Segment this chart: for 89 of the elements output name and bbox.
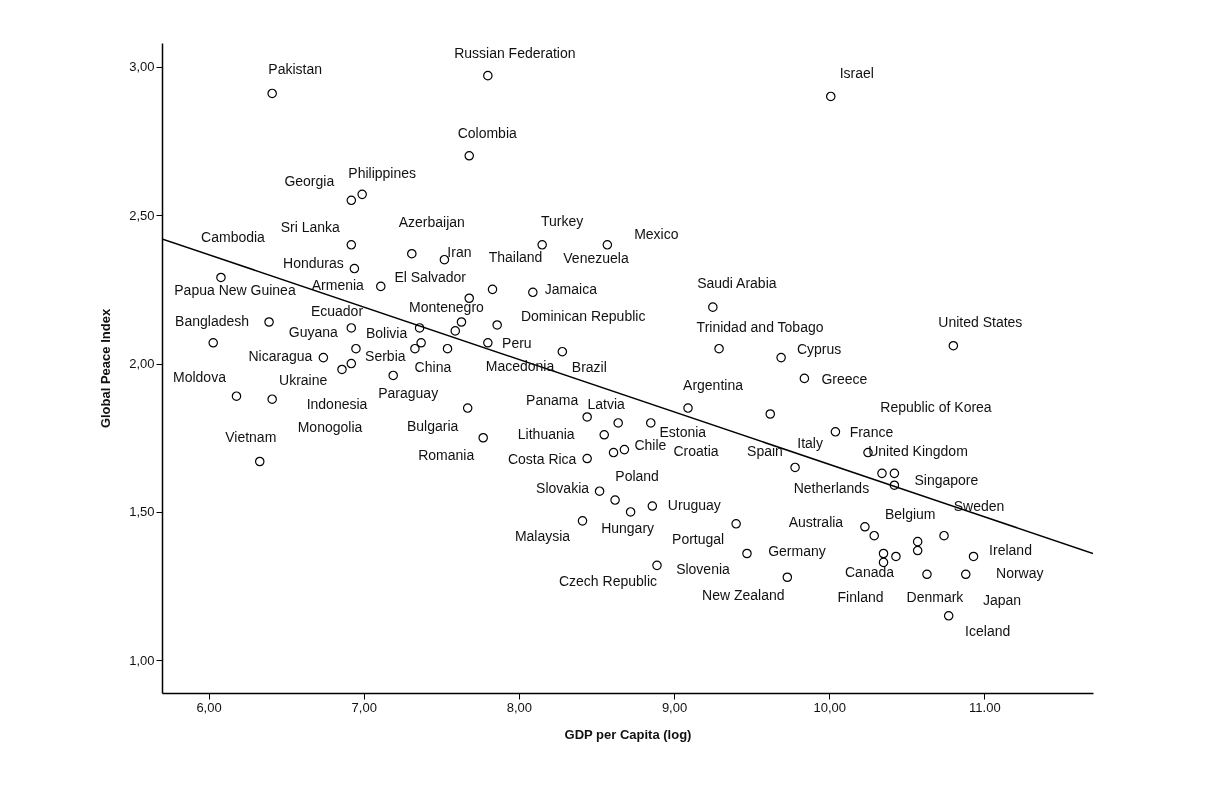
data-label: Saudi Arabia bbox=[697, 275, 777, 292]
annotation: Republic of Korea bbox=[880, 399, 992, 415]
data-label: Dominican Republic bbox=[520, 307, 646, 324]
data-label: Papua New Guinea bbox=[174, 282, 296, 299]
data-label: Montenegro bbox=[409, 299, 485, 315]
y-axis-title: Global Peace Index bbox=[98, 308, 114, 429]
data-label: Malaysia bbox=[514, 527, 571, 544]
data-label: Uruguay bbox=[667, 497, 721, 514]
data-label: Netherlands bbox=[793, 480, 870, 497]
y-tick-label: 2,50 bbox=[129, 207, 155, 223]
data-label: New Zealand bbox=[702, 587, 785, 604]
data-label: Finland bbox=[837, 589, 884, 606]
data-label: Argentina bbox=[683, 377, 744, 394]
data-label: Nicaragua bbox=[248, 347, 313, 364]
data-label: Iran bbox=[447, 243, 472, 260]
data-label: Vietnam bbox=[225, 429, 277, 446]
data-label: Azerbaijan bbox=[398, 213, 465, 230]
data-label: France bbox=[849, 423, 894, 440]
x-tick-label: 7,00 bbox=[351, 699, 377, 715]
data-label: Philippines bbox=[348, 165, 417, 182]
data-label: Bangladesh bbox=[175, 313, 250, 329]
data-label: Georgia bbox=[284, 173, 335, 190]
data-label: Peru bbox=[502, 334, 532, 351]
annotation: Ecuador bbox=[310, 303, 364, 319]
data-label: Guyana bbox=[288, 323, 339, 340]
data-label: Paraguay bbox=[378, 385, 439, 402]
data-label: Trinidad and Tobago bbox=[696, 318, 824, 335]
data-label: Russian Federation bbox=[454, 44, 576, 61]
data-label: Iceland bbox=[965, 622, 1011, 639]
y-tick-label: 2,00 bbox=[129, 356, 155, 372]
data-label: Greece bbox=[821, 371, 868, 388]
data-label: Lithuania bbox=[517, 425, 575, 442]
data-label: Belgium bbox=[884, 505, 936, 522]
data-label: Costa Rica bbox=[507, 450, 577, 467]
x-tick-label: 10,00 bbox=[813, 699, 846, 715]
data-label: Australia bbox=[788, 513, 844, 530]
data-label: Pakistan bbox=[268, 61, 323, 78]
annotation: Czech Republic bbox=[558, 573, 658, 589]
data-label: Serbia bbox=[365, 347, 406, 364]
data-label: Ireland bbox=[989, 542, 1032, 559]
data-label: Mexico bbox=[634, 225, 679, 242]
data-label: Sri Lanka bbox=[280, 218, 341, 235]
data-label: Denmark bbox=[906, 589, 965, 606]
annotation: Venezuela bbox=[563, 250, 629, 266]
data-label: Thailand bbox=[488, 249, 543, 266]
data-label: Cyprus bbox=[796, 340, 842, 357]
data-label: Romania bbox=[418, 446, 475, 463]
data-label: Honduras bbox=[283, 254, 344, 271]
data-label: Brazil bbox=[571, 358, 607, 375]
data-label: Poland bbox=[615, 468, 659, 485]
y-tick-label: 1,50 bbox=[129, 504, 155, 520]
data-label: Hungary bbox=[601, 519, 655, 536]
data-label: Indonesia bbox=[306, 396, 368, 413]
annotation: Croatia bbox=[673, 443, 719, 459]
data-label: Armenia bbox=[311, 277, 365, 294]
data-label: Israel bbox=[839, 65, 874, 82]
data-label: United Kingdom bbox=[868, 442, 968, 459]
data-label: Bolivia bbox=[365, 324, 408, 341]
x-tick-label: 8,00 bbox=[506, 699, 533, 715]
y-tick-label: 3,00 bbox=[129, 59, 155, 75]
data-label: Panama bbox=[526, 391, 579, 408]
data-label: Moldova bbox=[173, 369, 227, 386]
x-tick-label: 6,00 bbox=[196, 699, 222, 715]
data-label: Turkey bbox=[541, 212, 584, 229]
data-label: United States bbox=[938, 313, 1023, 330]
data-label: El Salvador bbox=[394, 269, 467, 286]
data-label: Germany bbox=[768, 542, 826, 559]
data-label: China bbox=[414, 358, 452, 375]
data-label: Canada bbox=[845, 563, 895, 580]
data-label: Latvia bbox=[587, 395, 626, 412]
data-label: Ukraine bbox=[279, 372, 328, 389]
y-tick-label: 1,00 bbox=[129, 652, 155, 668]
data-label: Singapore bbox=[914, 472, 979, 489]
data-label: Bulgaria bbox=[406, 418, 459, 435]
annotation: Spain bbox=[747, 443, 783, 459]
data-label: Norway bbox=[996, 565, 1044, 582]
data-label: Portugal bbox=[672, 530, 725, 547]
x-tick-label: 11.00 bbox=[969, 699, 1001, 715]
data-label: Colombia bbox=[457, 124, 518, 141]
data-label: Sweden bbox=[953, 497, 1005, 514]
annotation: Japan bbox=[982, 592, 1022, 608]
data-label: Slovakia bbox=[536, 480, 590, 497]
x-axis-title: GDP per Capita (log) bbox=[564, 726, 692, 742]
annotation: Cambodia bbox=[201, 229, 266, 245]
data-label: Slovenia bbox=[676, 561, 731, 578]
data-label: Italy bbox=[797, 435, 823, 452]
x-tick-label: 9,00 bbox=[661, 699, 688, 715]
data-label: Jamaica bbox=[544, 281, 598, 298]
annotation: Monogolia bbox=[297, 419, 363, 435]
